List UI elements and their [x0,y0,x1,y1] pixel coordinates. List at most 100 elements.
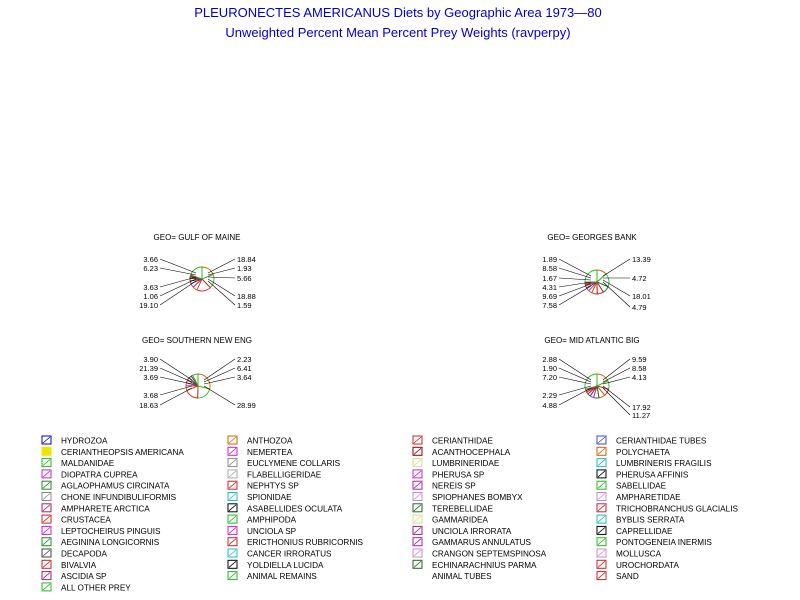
panel-title: GEO= MID ATLANTIC BIG [544,336,639,345]
legend-swatch-hatch [228,447,237,455]
legend-swatch-hatch [413,527,422,534]
slice-label: 28.99 [237,401,256,410]
slice-label: 3.90 [143,355,158,364]
slice-label: 1.90 [542,364,557,373]
leader-line [159,267,197,276]
legend-swatch [412,537,423,547]
legend-swatch [227,548,238,558]
legend-swatch-hatch [413,572,422,579]
legend-swatch-hatch [413,459,422,466]
legend-label: NEPHTYS SP [247,482,299,491]
leader-line [203,385,236,406]
legend-swatch [412,571,423,581]
legend-label: ALL OTHER PREY [61,583,131,592]
legend: HYDROZOA CERIANTHEOPSIS AMERICANA MALDANID… [41,435,738,592]
leader-line [602,281,631,308]
legend-item: ANIMAL REMAINS [227,571,317,581]
legend-item: CERIANTHIDAE [412,435,493,446]
slice-label: 9.59 [632,355,647,364]
legend-item: SPIOPHANES BOMBYX [412,492,523,502]
legend-swatch-hatch [42,481,51,489]
legend-label: FLABELLIGERIDAE [247,470,322,479]
leader-line [558,277,592,281]
legend-item: CHONE INFUNDIBULIFORMIS [41,492,177,502]
legend-swatch [596,571,607,581]
slice-label: 1.93 [237,264,252,273]
legend-label: LUMBRINERIDAE [432,459,500,468]
legend-swatch [412,559,423,569]
leader-line [558,285,592,306]
legend-swatch [412,525,423,535]
slice-label: 13.39 [632,255,651,264]
slice-label: 8.58 [542,264,557,273]
slice-label: 1.89 [542,255,557,264]
legend-swatch [41,582,52,592]
legend-item: CRUSTACEA [41,514,111,525]
legend-item: POLYCHAETA [596,446,670,457]
legend-swatch-hatch [228,560,237,568]
leader-line [602,376,631,385]
legend-item: FLABELLIGERIDAE [227,469,322,479]
legend-label: AGLAOPHAMUS CIRCINATA [61,482,170,491]
legend-item: GAMMARUS ANNULATUS [412,537,532,547]
legend-swatch-hatch [597,572,606,579]
legend-item: UNCIOLA SP [227,525,297,536]
legend-swatch [596,458,607,468]
legend-label: ASCIDIA SP [61,572,107,581]
legend-item: ASCIDIA SP [41,571,107,581]
legend-item: EUCLYMENE COLLARIS [227,458,341,468]
legend-swatch-hatch [597,493,606,500]
leader-line [207,276,236,279]
legend-swatch-hatch [413,447,422,455]
legend-swatch [41,492,52,501]
legend-item: CERIANTHEOPSIS AMERICANA [41,446,184,457]
legend-item: ACANTHOCEPHALA [412,446,511,457]
legend-item: GAMMARIDEA [412,514,488,525]
legend-swatch-hatch [228,470,237,478]
legend-item: ALL OTHER PREY [41,582,131,592]
legend-swatch [41,525,52,535]
legend-item: CANCER IRRORATUS [227,548,332,559]
legend-swatch-hatch [228,527,237,534]
legend-label: ECHINARACHNIUS PARMA [432,561,537,570]
legend-label: SPIOPHANES BOMBYX [432,493,523,502]
legend-label: ACANTHOCEPHALA [432,448,511,457]
legend-swatch [41,480,52,490]
leader-line [602,279,631,297]
legend-label: ERICTHONIUS RUBRICORNIS [247,538,364,547]
pie-panel-4: GEO= MID ATLANTIC BIG 2.881.907.20 2.294.8… [542,336,650,420]
slice-label: 18.01 [632,292,651,301]
slice-label: 7.20 [542,373,557,382]
slice-label: 3.63 [143,283,158,292]
pie-slice [190,266,203,280]
legend-swatch-hatch [42,470,51,478]
leader-line [203,376,236,385]
legend-label: CRANGON SEPTEMSPINOSA [432,550,547,559]
legend-item: SPIONIDAE [227,492,292,502]
legend-item: MOLLUSCA [596,548,662,559]
legend-label: CHONE INFUNDIBULIFORMIS [61,493,177,502]
legend-label: AMPHIPODA [247,516,297,525]
slice-label: 1.67 [542,274,557,283]
legend-item: DIOPATRA CUPREA [41,469,138,479]
legend-label: LEPTOCHEIRUS PINGUIS [61,527,161,536]
slice-label: 2.23 [237,355,252,364]
legend-item: DECAPODA [41,548,107,559]
legend-label: BIVALVIA [61,561,97,570]
legend-swatch [227,492,238,501]
legend-swatch [41,537,52,547]
legend-label: POLYCHAETA [616,448,670,457]
legend-swatch [41,514,52,524]
legend-item: BYBLIS SERRATA [596,514,685,525]
legend-swatch [596,514,607,524]
slice-label: 7.58 [542,301,557,310]
legend-swatch-hatch [413,470,422,478]
legend-swatch-hatch [228,459,237,466]
legend-swatch-hatch [228,436,237,444]
legend-label: UROCHORDATA [616,561,679,570]
chart-subtitle: Unweighted Percent Mean Percent Prey Wei… [225,25,570,40]
leader-line [203,367,236,383]
legend-swatch-hatch [597,549,606,557]
leader-line [159,387,193,406]
